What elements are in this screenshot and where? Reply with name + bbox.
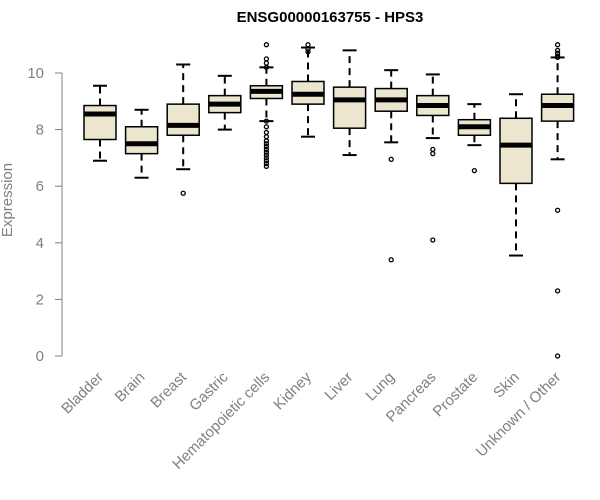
outlier-point [263, 124, 270, 130]
outlier-point [263, 60, 270, 66]
outlier-point [263, 160, 270, 167]
outlier-point [554, 54, 561, 61]
outlier-point [263, 138, 270, 144]
chart-title: ENSG00000163755 - HPS3 [237, 9, 424, 26]
outlier-point [554, 207, 561, 213]
box-iqr [166, 103, 200, 137]
outlier-point [430, 146, 436, 153]
outlier-point [263, 64, 270, 70]
x-tick-label: Bladder [58, 369, 107, 418]
outlier-point [180, 190, 186, 196]
box-group [83, 42, 575, 359]
box-skin [499, 93, 533, 257]
x-tick-label: Prostate [430, 369, 482, 421]
box-pancreas [416, 73, 450, 243]
y-tick-label-0: 0 [36, 348, 44, 365]
outlier-point [263, 163, 270, 170]
outlier-point [263, 149, 270, 155]
y-tick-label-8: 8 [36, 122, 44, 139]
outlier-point [554, 47, 561, 54]
box-prostate [457, 103, 492, 174]
outlier-point [263, 118, 270, 124]
outlier-point [263, 56, 270, 62]
outlier-point [305, 46, 311, 52]
box-gastric [208, 74, 242, 131]
x-tick-label: Liver [321, 369, 356, 404]
y-tick-label-10: 10 [27, 65, 44, 82]
outlier-point [471, 167, 478, 174]
box-breast [166, 63, 200, 196]
box-lung [374, 69, 408, 263]
box-iqr [499, 117, 533, 185]
y-tick-label-4: 4 [36, 235, 44, 252]
y-axis-title: Expression [0, 163, 16, 237]
outlier-point [263, 143, 270, 150]
outlier-point [263, 134, 270, 140]
y-axis: 0 2 4 6 8 10 [27, 65, 63, 365]
outlier-point [554, 42, 561, 48]
x-tick-label: Kidney [270, 368, 315, 413]
outlier-point [430, 151, 436, 157]
x-tick-label: Brain [112, 369, 149, 406]
box-kidney [291, 42, 325, 138]
box-iqr [83, 104, 117, 141]
outlier-point [388, 156, 394, 162]
box-brain [124, 108, 159, 179]
box-bladder [83, 84, 117, 162]
outlier-point [263, 155, 270, 161]
y-tick-label-6: 6 [36, 178, 44, 195]
outlier-point [263, 146, 270, 153]
outlier-point [305, 49, 311, 55]
outlier-point [388, 257, 394, 263]
outlier-point [263, 141, 270, 147]
box-iqr [124, 126, 159, 155]
box-unknown-other [540, 42, 575, 359]
outlier-point [263, 152, 270, 158]
outlier-point [263, 158, 270, 164]
x-tick-label: Skin [490, 369, 523, 402]
box-hematopoietic-cells [249, 42, 284, 170]
outlier-point [305, 42, 311, 48]
outlier-point [554, 353, 561, 359]
box-liver [332, 49, 367, 157]
y-tick-label-2: 2 [36, 291, 44, 308]
box-iqr [332, 86, 367, 129]
x-tick-label: Breast [147, 368, 190, 411]
outlier-point [430, 237, 436, 243]
outlier-point [554, 288, 561, 294]
outlier-point [263, 42, 270, 48]
x-tick-label: Lung [362, 369, 398, 405]
outlier-point [263, 129, 270, 136]
